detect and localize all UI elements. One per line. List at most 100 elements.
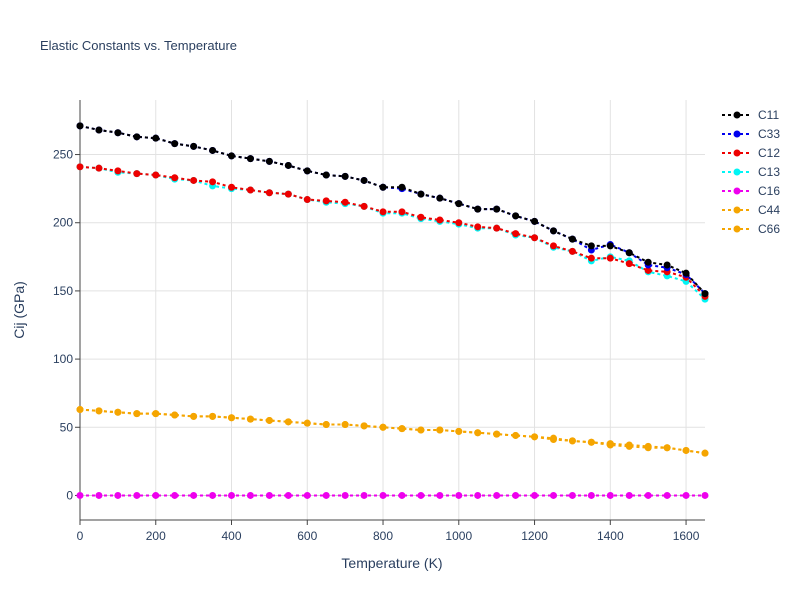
- data-point-C44[interactable]: [663, 444, 671, 452]
- data-point-C44[interactable]: [152, 410, 160, 418]
- data-point-C12[interactable]: [133, 170, 141, 178]
- data-point-C11[interactable]: [133, 133, 141, 141]
- legend[interactable]: C11 C33 C12 C13 C16 C44 C66: [722, 108, 780, 236]
- data-point-C12[interactable]: [341, 198, 349, 206]
- data-point-C11[interactable]: [95, 126, 103, 134]
- legend-item-C66[interactable]: C66: [722, 222, 780, 236]
- data-point-C11[interactable]: [701, 290, 709, 298]
- data-point-C12[interactable]: [568, 247, 576, 255]
- data-point-C12[interactable]: [398, 208, 406, 216]
- legend-item-C11[interactable]: C11: [722, 108, 779, 122]
- data-point-C16[interactable]: [341, 491, 349, 499]
- data-point-C12[interactable]: [531, 234, 539, 242]
- data-point-C44[interactable]: [133, 410, 141, 418]
- legend-item-C33[interactable]: C33: [722, 127, 780, 141]
- data-point-C12[interactable]: [644, 266, 652, 274]
- data-point-C16[interactable]: [114, 491, 122, 499]
- data-point-C11[interactable]: [360, 176, 368, 184]
- legend-item-C16[interactable]: C16: [722, 184, 780, 198]
- data-point-C12[interactable]: [322, 197, 330, 205]
- data-point-C12[interactable]: [246, 186, 254, 194]
- data-point-C44[interactable]: [606, 440, 614, 448]
- data-point-C16[interactable]: [171, 491, 179, 499]
- data-point-C16[interactable]: [209, 491, 217, 499]
- data-point-C12[interactable]: [152, 171, 160, 179]
- legend-item-C13[interactable]: C13: [722, 165, 780, 179]
- data-point-C11[interactable]: [171, 140, 179, 148]
- data-point-C11[interactable]: [398, 183, 406, 191]
- data-point-C16[interactable]: [95, 491, 103, 499]
- data-point-C11[interactable]: [474, 205, 482, 213]
- data-point-C12[interactable]: [436, 216, 444, 224]
- data-point-C16[interactable]: [133, 491, 141, 499]
- data-point-C11[interactable]: [587, 242, 595, 250]
- data-point-C16[interactable]: [284, 491, 292, 499]
- data-point-C44[interactable]: [190, 412, 198, 420]
- data-point-C11[interactable]: [228, 152, 236, 160]
- data-point-C44[interactable]: [246, 415, 254, 423]
- data-point-C44[interactable]: [265, 416, 273, 424]
- data-point-C16[interactable]: [398, 491, 406, 499]
- data-point-C16[interactable]: [379, 491, 387, 499]
- data-point-C44[interactable]: [341, 421, 349, 429]
- data-point-C16[interactable]: [549, 491, 557, 499]
- data-point-C44[interactable]: [379, 423, 387, 431]
- data-point-C11[interactable]: [682, 269, 690, 277]
- data-point-C12[interactable]: [474, 223, 482, 231]
- data-point-C44[interactable]: [701, 449, 709, 457]
- data-point-C11[interactable]: [568, 235, 576, 243]
- data-point-C16[interactable]: [682, 491, 690, 499]
- data-point-C11[interactable]: [512, 212, 520, 220]
- data-point-C11[interactable]: [436, 194, 444, 202]
- data-point-C44[interactable]: [493, 430, 501, 438]
- data-point-C44[interactable]: [114, 408, 122, 416]
- data-point-C16[interactable]: [474, 491, 482, 499]
- legend-item-C44[interactable]: C44: [722, 203, 780, 217]
- data-point-C44[interactable]: [531, 433, 539, 441]
- data-point-C44[interactable]: [284, 418, 292, 426]
- data-point-C12[interactable]: [190, 176, 198, 184]
- data-point-C11[interactable]: [531, 217, 539, 225]
- data-point-C12[interactable]: [303, 196, 311, 204]
- data-point-C16[interactable]: [76, 491, 84, 499]
- data-point-C11[interactable]: [549, 227, 557, 235]
- data-point-C44[interactable]: [209, 412, 217, 420]
- data-point-C44[interactable]: [587, 438, 595, 446]
- data-point-C11[interactable]: [76, 122, 84, 130]
- data-point-C12[interactable]: [379, 208, 387, 216]
- data-point-C11[interactable]: [152, 134, 160, 142]
- data-point-C16[interactable]: [246, 491, 254, 499]
- data-point-C11[interactable]: [209, 146, 217, 154]
- data-point-C12[interactable]: [284, 190, 292, 198]
- data-point-C11[interactable]: [417, 190, 425, 198]
- data-point-C11[interactable]: [455, 200, 463, 208]
- data-point-C11[interactable]: [606, 242, 614, 250]
- data-point-C12[interactable]: [493, 224, 501, 232]
- data-point-C44[interactable]: [568, 437, 576, 445]
- data-point-C12[interactable]: [606, 254, 614, 262]
- data-point-C11[interactable]: [114, 129, 122, 137]
- data-point-C44[interactable]: [360, 422, 368, 430]
- data-point-C44[interactable]: [398, 425, 406, 433]
- data-point-C16[interactable]: [644, 491, 652, 499]
- data-point-C11[interactable]: [644, 258, 652, 266]
- data-point-C11[interactable]: [625, 249, 633, 257]
- data-point-C11[interactable]: [341, 172, 349, 180]
- data-point-C16[interactable]: [265, 491, 273, 499]
- data-point-C12[interactable]: [209, 178, 217, 186]
- data-point-C44[interactable]: [625, 441, 633, 449]
- data-point-C16[interactable]: [228, 491, 236, 499]
- data-point-C12[interactable]: [228, 183, 236, 191]
- data-point-C16[interactable]: [587, 491, 595, 499]
- data-point-C16[interactable]: [493, 491, 501, 499]
- data-point-C11[interactable]: [379, 183, 387, 191]
- legend-item-C12[interactable]: C12: [722, 146, 780, 160]
- data-point-C12[interactable]: [512, 230, 520, 238]
- data-point-C11[interactable]: [190, 142, 198, 150]
- data-point-C11[interactable]: [303, 167, 311, 175]
- data-point-C44[interactable]: [171, 411, 179, 419]
- data-point-C12[interactable]: [171, 174, 179, 182]
- data-point-C16[interactable]: [625, 491, 633, 499]
- data-point-C16[interactable]: [568, 491, 576, 499]
- data-point-C16[interactable]: [360, 491, 368, 499]
